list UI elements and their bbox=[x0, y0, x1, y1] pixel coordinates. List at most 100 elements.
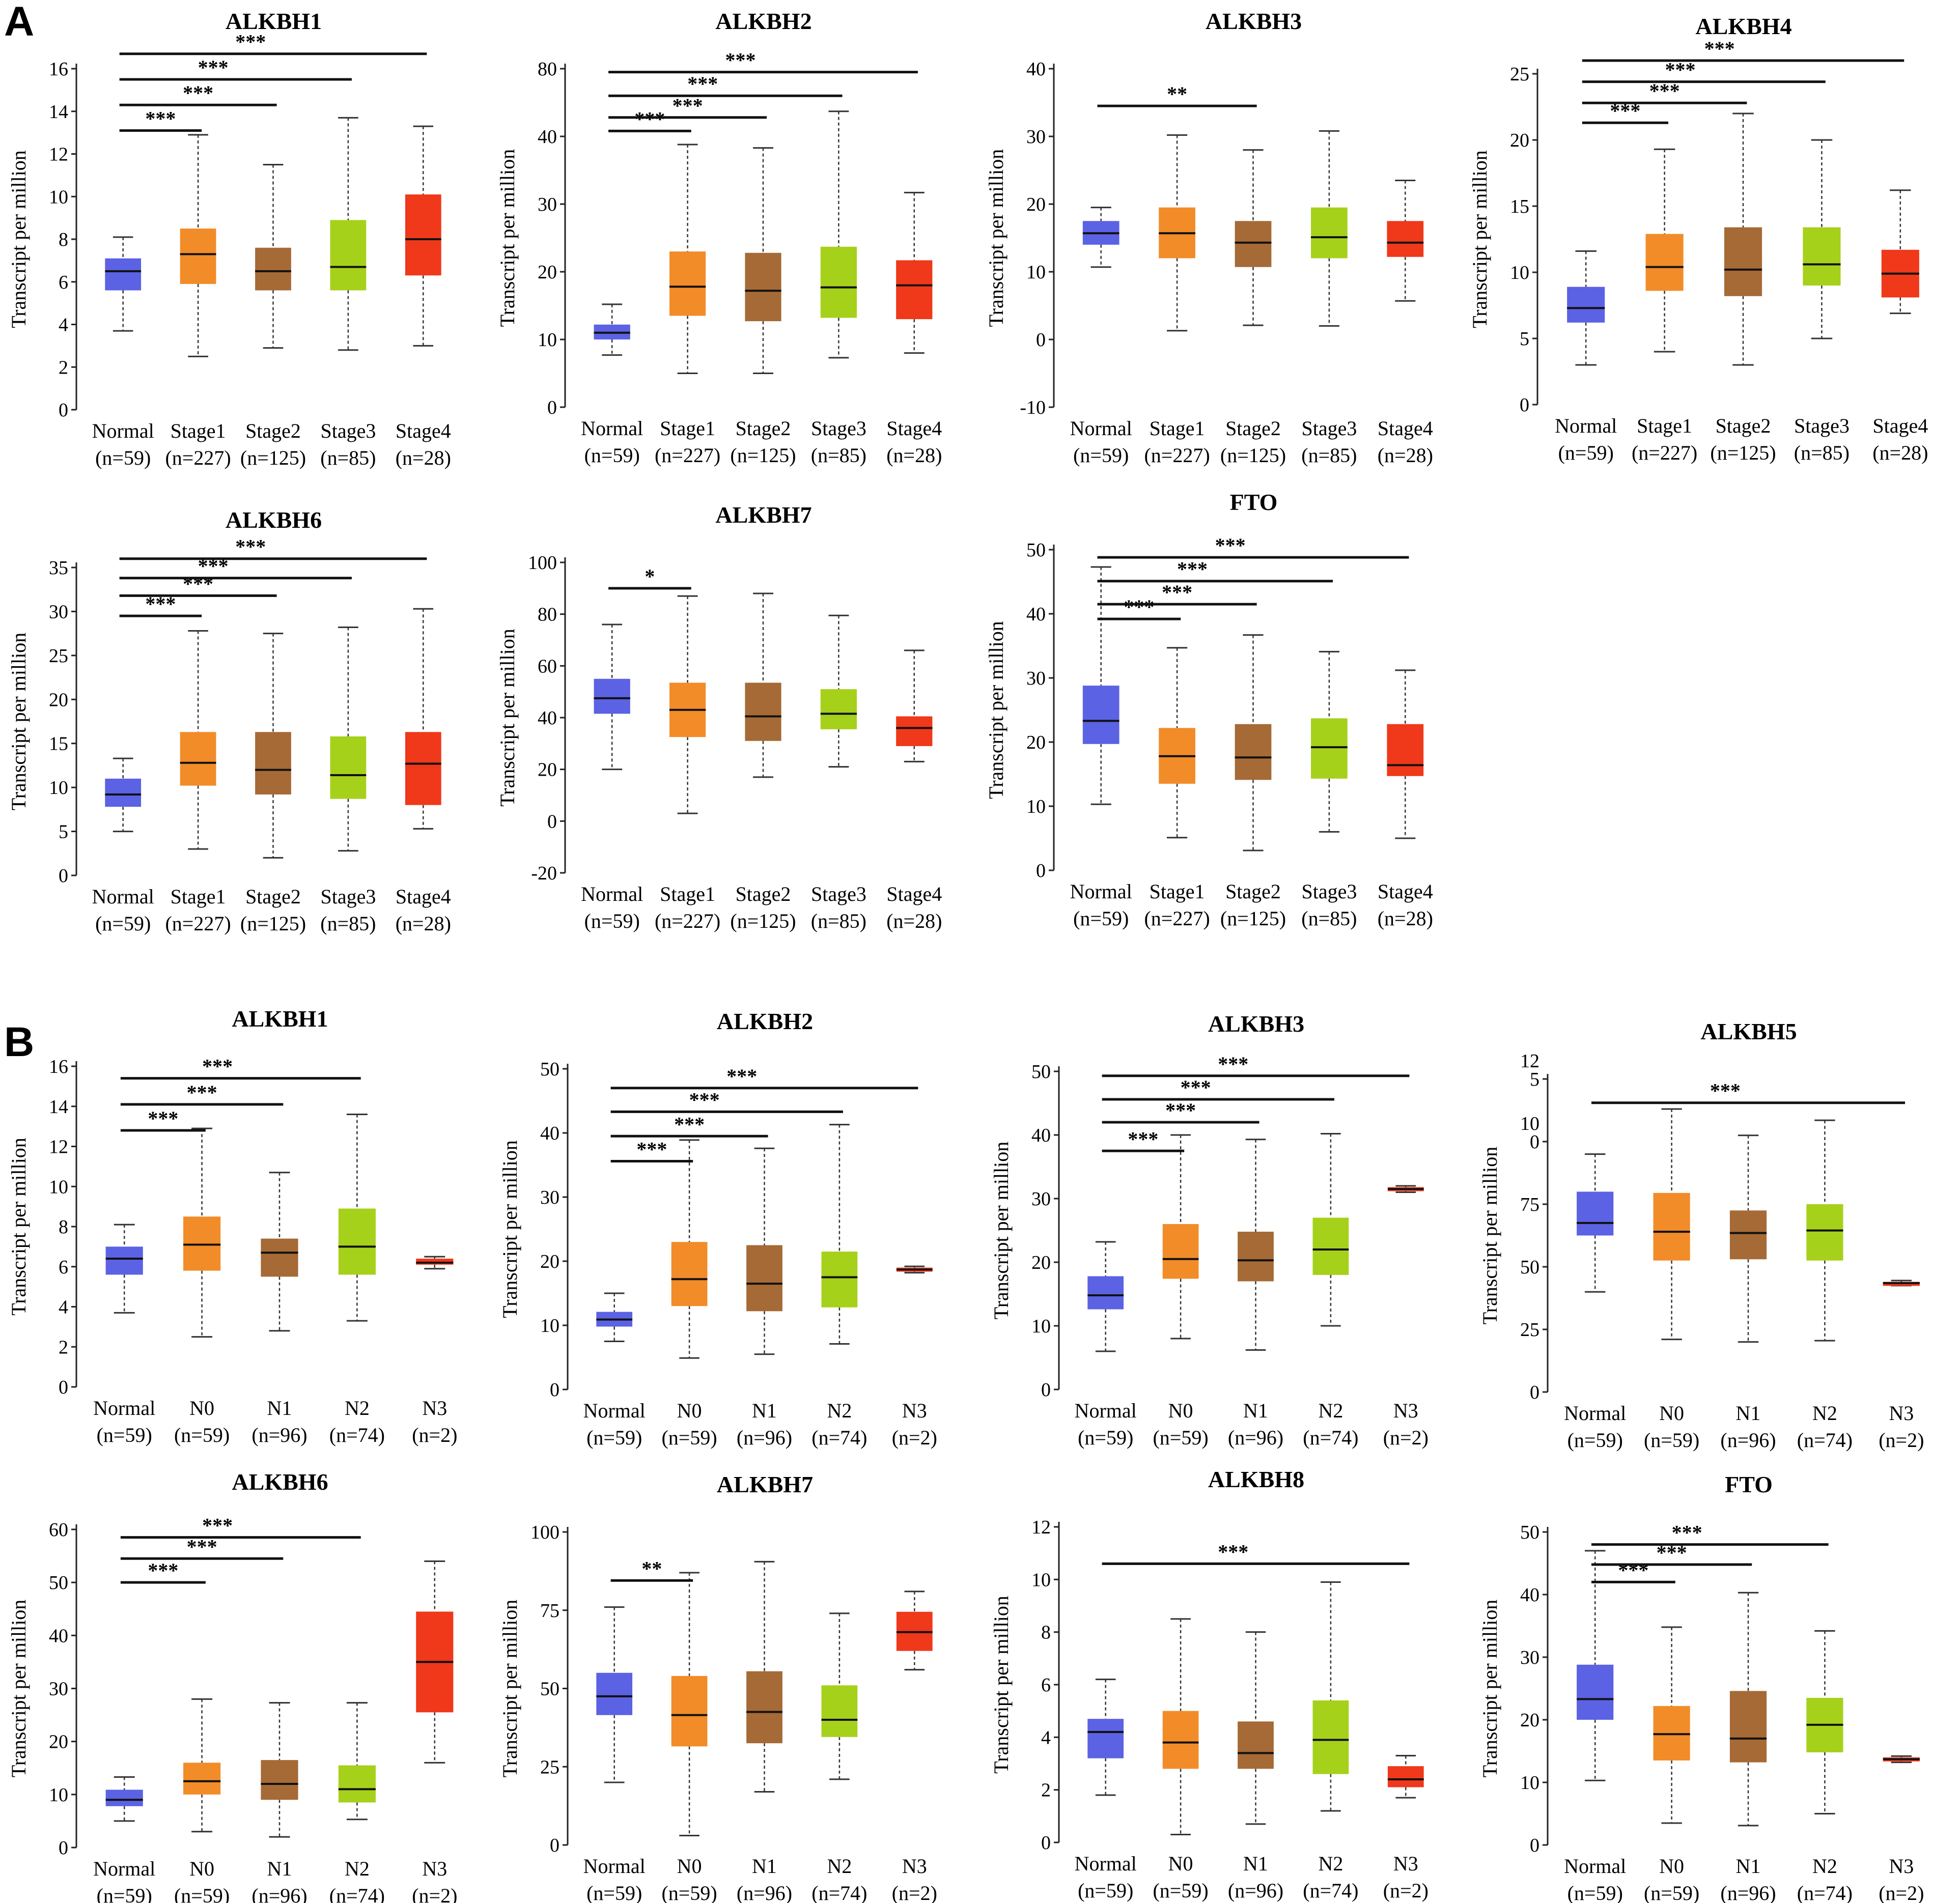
x-category-label: N1 bbox=[1736, 1855, 1761, 1878]
box-n0 bbox=[183, 1698, 221, 1833]
box-stage2 bbox=[255, 633, 291, 859]
x-category-label: Stage3 bbox=[1301, 417, 1357, 440]
box-n3 bbox=[1387, 1185, 1424, 1193]
iqr-box bbox=[1311, 207, 1348, 259]
iqr-box bbox=[1087, 1719, 1124, 1758]
x-n-label: (n=59) bbox=[1567, 1429, 1623, 1452]
box-stage4 bbox=[1387, 669, 1424, 839]
x-category-label: Stage4 bbox=[1872, 414, 1928, 437]
x-n-label: (n=96) bbox=[1228, 1426, 1283, 1449]
y-tick-label: 5 bbox=[1520, 328, 1529, 350]
iqr-box bbox=[820, 689, 857, 729]
y-tick-label: 20 bbox=[49, 1731, 68, 1753]
significance-label: *** bbox=[148, 1107, 178, 1130]
x-category-label: N1 bbox=[267, 1857, 292, 1880]
x-n-label: (n=96) bbox=[737, 1882, 792, 1903]
y-axis-label: Transcript per million bbox=[1478, 1600, 1501, 1778]
y-tick-label: 10 bbox=[1031, 1316, 1051, 1337]
x-category-label: N3 bbox=[422, 1397, 447, 1419]
iqr-box bbox=[896, 260, 933, 320]
y-tick-label: 15 bbox=[1510, 196, 1529, 217]
chart-title: ALKBH6 bbox=[232, 1469, 328, 1495]
x-category-label: Stage3 bbox=[811, 417, 866, 440]
significance-label: *** bbox=[235, 535, 266, 558]
y-tick-label: 2 bbox=[59, 1337, 68, 1358]
box-n1 bbox=[746, 1147, 782, 1355]
y-tick-label: 40 bbox=[538, 707, 557, 729]
box-n2 bbox=[338, 1702, 376, 1821]
y-tick-label: -20 bbox=[531, 863, 557, 884]
significance-label: *** bbox=[689, 1088, 720, 1111]
y-tick-label: 0 bbox=[1036, 329, 1046, 351]
x-n-label: (n=85) bbox=[320, 912, 376, 935]
box-normal bbox=[105, 236, 142, 332]
iqr-box bbox=[105, 778, 142, 807]
x-category-label: N1 bbox=[1243, 1399, 1268, 1422]
x-category-label: N3 bbox=[1393, 1399, 1418, 1422]
y-tick-label: 40 bbox=[1026, 59, 1046, 80]
box-stage1 bbox=[1645, 148, 1684, 353]
iqr-box bbox=[746, 1245, 782, 1312]
x-n-label: (n=227) bbox=[1144, 907, 1210, 930]
y-tick-label: 20 bbox=[1031, 1252, 1051, 1273]
y-tick-label: 8 bbox=[59, 1216, 68, 1238]
chart-title: ALKBH5 bbox=[1700, 1018, 1797, 1044]
y-tick-label: 30 bbox=[1026, 668, 1046, 689]
significance-label: *** bbox=[726, 1065, 757, 1088]
y-tick-label: 0 bbox=[1041, 1832, 1051, 1854]
x-category-label: Normal bbox=[581, 883, 643, 905]
y-tick-label: 4 bbox=[1041, 1727, 1051, 1748]
chart-b-alkbh1: ALKBH1 0 2 4 6 8 10 12 14 16 Transcript per millio… bbox=[7, 1006, 457, 1446]
y-axis-label: Transcript per million bbox=[496, 629, 519, 807]
significance-label: *** bbox=[1218, 1053, 1248, 1075]
iqr-box bbox=[596, 1672, 633, 1715]
x-n-label: (n=74) bbox=[811, 1426, 867, 1449]
significance-label: *** bbox=[1649, 79, 1680, 102]
y-tick-label: 8 bbox=[1041, 1622, 1051, 1643]
iqr-box bbox=[105, 1790, 143, 1806]
iqr-box bbox=[745, 252, 781, 322]
y-tick-label: 30 bbox=[1031, 1188, 1051, 1210]
x-n-label: (n=85) bbox=[320, 446, 376, 469]
y-tick-label: 6 bbox=[1041, 1674, 1051, 1696]
y-axis-label: Transcript per million bbox=[7, 633, 30, 811]
x-category-label: N2 bbox=[345, 1397, 370, 1419]
x-category-label: N3 bbox=[1889, 1855, 1914, 1878]
iqr-box bbox=[896, 716, 933, 746]
x-category-label: Normal bbox=[1075, 1852, 1137, 1875]
y-tick-label: 20 bbox=[1026, 194, 1046, 215]
y-tick-label: 10 bbox=[1520, 1772, 1539, 1794]
box-stage3 bbox=[1311, 650, 1348, 833]
x-n-label: (n=74) bbox=[1303, 1426, 1358, 1449]
box-normal bbox=[596, 1606, 633, 1783]
x-category-label: Normal bbox=[1070, 417, 1132, 440]
y-axis-label: Transcript per million bbox=[1478, 1147, 1501, 1325]
x-category-label: N0 bbox=[189, 1857, 214, 1880]
chart-title: ALKBH8 bbox=[1208, 1466, 1304, 1492]
x-category-label: N0 bbox=[189, 1397, 214, 1419]
iqr-box bbox=[1238, 1721, 1274, 1769]
iqr-box bbox=[1162, 1224, 1199, 1279]
y-tick-label: 0 bbox=[1520, 394, 1529, 416]
significance-label: *** bbox=[1618, 1558, 1648, 1581]
y-tick-label: 50 bbox=[1520, 1257, 1539, 1278]
box-n2 bbox=[821, 1612, 858, 1780]
box-n0 bbox=[1653, 1626, 1690, 1824]
significance-label: *** bbox=[148, 1559, 178, 1582]
y-tick-label: 40 bbox=[1031, 1125, 1051, 1146]
y-tick-label: 10 bbox=[1031, 1569, 1051, 1590]
significance-label: *** bbox=[725, 49, 755, 72]
chart-title: ALKBH6 bbox=[226, 507, 322, 533]
box-stage3 bbox=[1311, 130, 1348, 327]
iqr-box bbox=[338, 1765, 376, 1803]
y-tick-label: 50 bbox=[540, 1679, 559, 1700]
x-n-label: (n=28) bbox=[396, 912, 451, 935]
box-n2 bbox=[1806, 1119, 1843, 1342]
box-n2 bbox=[821, 1124, 858, 1345]
iqr-box bbox=[1653, 1192, 1690, 1261]
chart-a-alkbh7: ALKBH7 -20 0 20 40 60 80 100 Transcript per mill… bbox=[496, 502, 942, 932]
y-tick-label: 80 bbox=[538, 59, 557, 80]
iqr-box bbox=[1312, 1700, 1349, 1774]
box-normal bbox=[105, 1776, 143, 1822]
iqr-box bbox=[405, 194, 441, 276]
